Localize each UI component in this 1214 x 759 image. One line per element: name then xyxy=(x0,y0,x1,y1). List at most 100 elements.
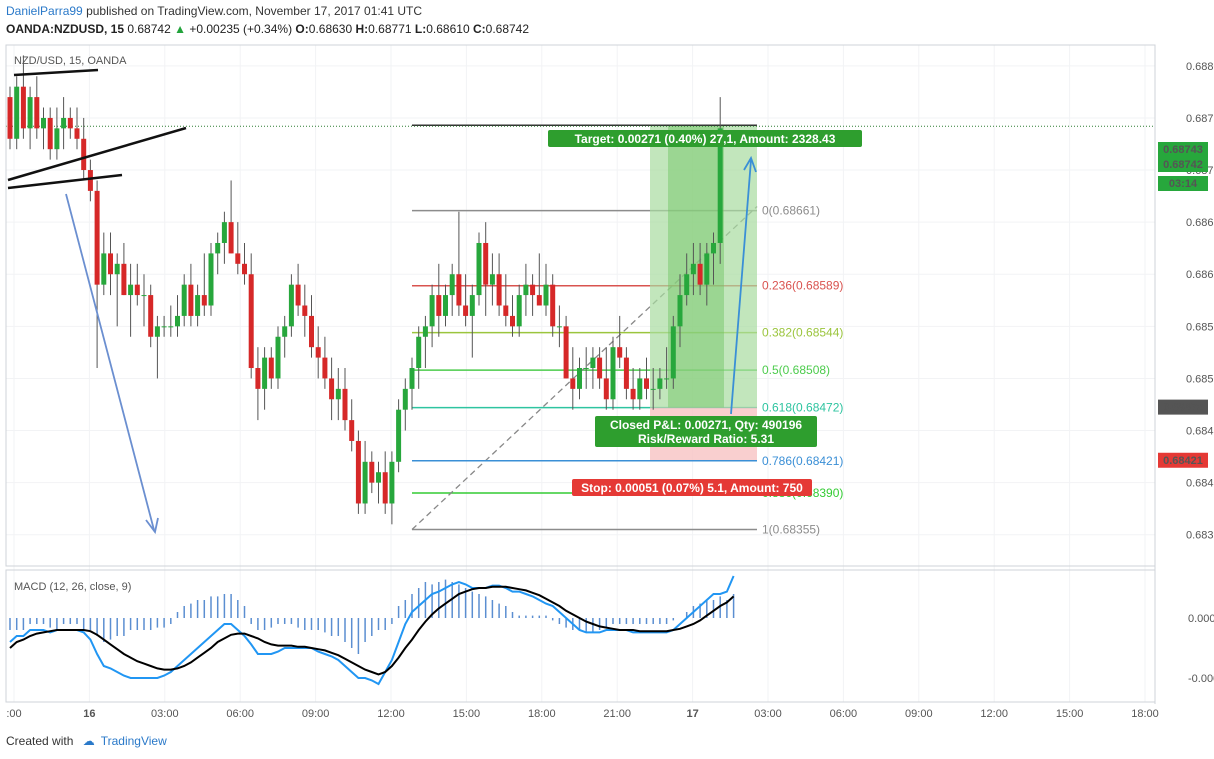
low-label: L: xyxy=(414,22,427,36)
candle-body xyxy=(201,295,207,306)
high-label: H: xyxy=(355,22,369,36)
candle-body xyxy=(67,117,73,129)
long-position-tool[interactable] xyxy=(6,124,1155,462)
candle-body xyxy=(94,190,100,285)
candle-body xyxy=(570,378,576,389)
price-badge xyxy=(1158,142,1208,157)
candle-body xyxy=(664,378,670,380)
symbol-info: OANDA:NZDUSD, 15 0.68742 ▲ +0.00235 (+0.… xyxy=(6,22,529,36)
time-tick-label: 03:00 xyxy=(151,708,179,720)
price-badge-text: 0.68421 xyxy=(1163,455,1203,467)
stop-text: Stop: 0.00051 (0.07%) 5.1, Amount: 750 xyxy=(581,481,803,495)
candle-body xyxy=(134,284,140,296)
candle-body xyxy=(597,357,603,379)
candle-body xyxy=(168,326,174,328)
candle-body xyxy=(677,295,683,327)
price-chart[interactable]: 0(0.68661) 0.236(0.68589) 0.382(0.68544) 0.… xyxy=(0,0,1214,730)
macd-tick-label: 0.0000 xyxy=(1188,613,1214,625)
candle-body xyxy=(543,284,549,306)
price-badge-text: 0.68472 xyxy=(1163,402,1203,414)
macd-tick-label: -0.0005 xyxy=(1188,673,1214,685)
candle-body xyxy=(262,357,268,389)
candle-body xyxy=(27,97,33,129)
candle-body xyxy=(704,253,710,285)
axes: 0.688000.687500.687000.686500.686000.685… xyxy=(5,44,1214,720)
stop-box xyxy=(572,479,812,496)
candle-body xyxy=(443,295,448,316)
candle-body xyxy=(114,263,120,275)
time-tick-label: 09:00 xyxy=(302,708,330,720)
price-badge xyxy=(1158,452,1208,468)
candle-body xyxy=(248,274,254,369)
fib-level-label: 0.618(0.68472) xyxy=(762,401,843,415)
candle-body xyxy=(422,326,428,337)
candle-body xyxy=(47,117,53,150)
time-tick-label: 06:00 xyxy=(830,708,858,720)
candle-body xyxy=(684,274,690,296)
candle-body xyxy=(268,357,274,379)
candle-body xyxy=(617,347,623,358)
candle-body xyxy=(295,284,301,306)
tradingview-link[interactable]: TradingView xyxy=(100,734,167,748)
candle-body xyxy=(108,253,113,275)
profit-zone xyxy=(650,125,757,408)
candle-body xyxy=(101,253,107,285)
created-with-text: Created with xyxy=(6,734,74,748)
candle-body xyxy=(416,336,422,369)
candle-body xyxy=(195,295,201,316)
candle-body xyxy=(74,128,80,139)
last-price: 0.68742 xyxy=(127,22,171,36)
fib-level-label: 0.5(0.68508) xyxy=(762,363,830,377)
time-tick-label: 15:00 xyxy=(453,708,481,720)
candle-body xyxy=(711,242,716,254)
candle-body xyxy=(610,347,616,400)
closed-pnl-box xyxy=(595,416,817,447)
candle-body xyxy=(483,242,489,285)
candle-body xyxy=(181,284,187,316)
candle-body xyxy=(449,274,455,296)
price-tick-label: 0.68650 xyxy=(1186,217,1214,229)
candle-body xyxy=(255,368,261,389)
candle-body xyxy=(228,222,234,254)
candle-body xyxy=(54,128,60,150)
candle-body xyxy=(34,97,40,129)
candle-body xyxy=(583,368,589,370)
candle-body xyxy=(590,357,596,369)
price-badge xyxy=(1158,176,1208,191)
author-link[interactable]: DanielParra99 xyxy=(6,4,83,18)
price-badge-text: 0.68743 xyxy=(1163,144,1203,156)
price-tick-label: 0.68600 xyxy=(1186,269,1214,281)
candle-body xyxy=(309,315,314,348)
symbol-name: OANDA:NZDUSD, 15 xyxy=(6,22,125,36)
publish-text: published on TradingView.com, November 1… xyxy=(86,4,423,18)
time-tick-label: :00 xyxy=(6,708,21,720)
price-tick-label: 0.68350 xyxy=(1186,530,1214,542)
candle-body xyxy=(389,461,395,504)
price-badge xyxy=(1158,157,1208,172)
candle-body xyxy=(175,315,180,327)
fib-level-label: 0.236(0.68589) xyxy=(762,279,843,293)
candle-body xyxy=(382,472,388,504)
profit-zone-fill xyxy=(668,125,724,408)
candle-body xyxy=(208,253,214,306)
candle-body xyxy=(7,97,13,139)
candle-body xyxy=(242,263,247,275)
arrow-line xyxy=(65,193,155,531)
candle-body xyxy=(20,86,26,129)
candle-body xyxy=(530,284,536,296)
price-tick-label: 0.68800 xyxy=(1186,61,1214,73)
candle-body xyxy=(141,295,147,297)
time-tick-label: 12:00 xyxy=(377,708,405,720)
candle-body xyxy=(322,357,328,379)
risk-reward-text: Risk/Reward Ratio: 5.31 xyxy=(638,432,774,446)
candles xyxy=(7,55,723,525)
candle-body xyxy=(489,274,495,285)
trend-line xyxy=(7,173,123,190)
drawings[interactable] xyxy=(7,68,757,535)
candle-body xyxy=(355,440,361,504)
candle-body xyxy=(402,388,408,410)
tradingview-logo-icon[interactable]: ☁ xyxy=(82,734,95,748)
arrow-head-icon xyxy=(145,517,159,535)
macd-pane-border xyxy=(5,569,1156,703)
time-tick-label: 18:00 xyxy=(528,708,556,720)
